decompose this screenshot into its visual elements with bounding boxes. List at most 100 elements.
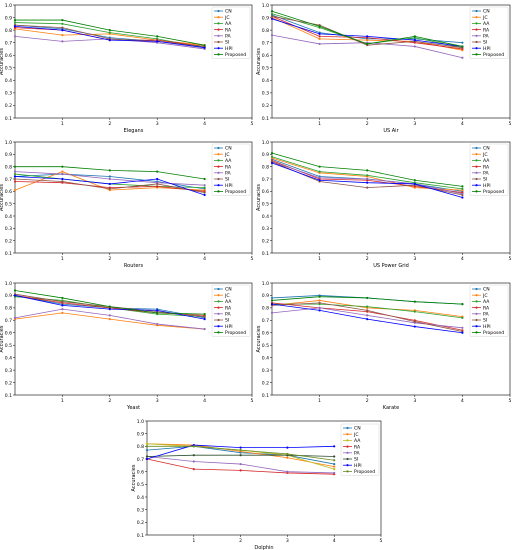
data-point-proposed	[156, 35, 159, 38]
y-tick-label: 0.2	[5, 103, 12, 109]
legend-marker	[475, 22, 478, 25]
x-tick-label: 3	[156, 121, 159, 127]
series-aa	[13, 21, 206, 49]
data-point-ra	[192, 468, 195, 471]
series-si	[145, 454, 336, 458]
legend-entry: Proposed	[483, 330, 504, 336]
data-point-pa	[318, 306, 321, 309]
y-tick-label: 0.7	[137, 457, 144, 463]
y-tick-label: 0.2	[262, 103, 269, 109]
series-hpi	[145, 443, 336, 461]
plot-frame	[271, 282, 511, 396]
legend-marker	[346, 457, 349, 461]
legend-entry: SI	[483, 318, 487, 324]
legend-marker	[217, 159, 220, 162]
x-tick-label: 2	[108, 398, 111, 404]
data-point-hpi	[61, 177, 64, 181]
chart-panel-6: 0.1 0.2 0.3 0.4 0.5 0.6 0.7 0.8 0.9 1.0 1 2 3 4 5 Karat…	[256, 281, 512, 411]
y-axis-label: Accuracies	[256, 325, 262, 352]
data-point-hpi	[318, 32, 321, 35]
legend-entry: AA	[483, 299, 490, 305]
data-point-hpi	[239, 446, 242, 449]
data-point-jc	[13, 189, 17, 192]
data-point-pa	[239, 462, 242, 466]
y-tick-label: 0.4	[262, 355, 269, 361]
legend-entry: JC	[482, 152, 488, 158]
legend-entry: HPI	[225, 183, 233, 189]
y-tick-label: 0.4	[5, 78, 12, 84]
legend-entry: RA	[483, 164, 490, 170]
legend-entry: JC	[353, 432, 359, 438]
data-point-si	[13, 177, 17, 181]
legend-marker	[475, 287, 478, 291]
legend-marker	[217, 22, 220, 25]
data-point-hpi	[13, 294, 17, 297]
data-point-pa	[13, 35, 17, 38]
legend-marker	[217, 318, 220, 322]
x-tick-label: 1	[61, 121, 64, 127]
y-tick-label: 0.1	[262, 251, 269, 257]
legend-entry: RA	[225, 164, 232, 170]
x-tick-label: 4	[461, 398, 464, 404]
legend-marker	[217, 146, 220, 150]
data-point-proposed	[13, 289, 17, 292]
y-tick-label: 1.0	[262, 281, 269, 287]
data-point-cn	[145, 449, 149, 452]
legend-marker	[217, 171, 220, 174]
y-tick-label: 0.2	[262, 238, 269, 244]
legend-marker	[475, 171, 478, 174]
x-tick-label: 2	[366, 398, 369, 404]
legend-marker	[217, 165, 220, 168]
x-axis-label: Karate	[383, 405, 399, 411]
y-tick-label: 0.5	[5, 66, 12, 72]
data-point-hpi	[318, 179, 321, 182]
data-point-jc	[333, 465, 336, 468]
x-tick-label: 2	[108, 256, 111, 262]
data-point-proposed	[366, 42, 369, 46]
data-point-aa	[13, 21, 17, 24]
data-point-proposed	[145, 445, 149, 448]
data-point-hpi	[13, 175, 17, 178]
legend-box	[211, 6, 251, 59]
series-proposed	[270, 10, 464, 48]
data-point-hpi	[366, 35, 369, 38]
legend-entry: SI	[225, 177, 229, 183]
legend-marker	[475, 165, 478, 168]
x-axis-label: Yeast	[126, 405, 140, 411]
legend-marker	[475, 47, 478, 50]
y-axis-label: Accuracies	[256, 184, 262, 211]
plot-frame	[14, 282, 253, 396]
chart-panel-5: 0.1 0.2 0.3 0.4 0.5 0.6 0.7 0.8 0.9 1.0 1 2 3 4 5 Yeast…	[0, 281, 254, 411]
data-point-proposed	[318, 165, 321, 168]
y-tick-label: 0.5	[262, 343, 269, 349]
y-tick-label: 0.7	[5, 40, 12, 46]
legend-marker	[217, 294, 220, 297]
legend-entry: PA	[225, 312, 231, 318]
data-point-ra	[318, 35, 321, 38]
legend-entry: RA	[225, 27, 232, 33]
legend-marker	[475, 325, 478, 328]
legend-entry: JC	[224, 293, 230, 299]
chart-panel-1: 0.1 0.2 0.3 0.4 0.5 0.6 0.7 0.8 0.9 1.0 1 2 3 4 5 Elega…	[0, 3, 254, 134]
legend-entry: RA	[225, 305, 232, 311]
data-point-proposed	[318, 295, 321, 298]
y-tick-label: 0.8	[262, 164, 269, 170]
data-point-jc	[108, 317, 111, 321]
data-point-proposed	[461, 185, 464, 188]
data-point-pa	[333, 471, 336, 475]
x-tick-label: 4	[203, 256, 206, 262]
data-point-hpi	[461, 331, 464, 334]
series-pa	[270, 34, 464, 59]
data-point-pa	[13, 316, 17, 319]
data-point-proposed	[61, 18, 64, 22]
y-tick-label: 0.5	[262, 201, 269, 207]
legend-marker	[217, 331, 220, 334]
y-tick-label: 0.3	[262, 368, 269, 374]
legend-marker	[475, 331, 478, 334]
y-tick-label: 0.6	[137, 469, 144, 475]
legend-entry: PA	[354, 451, 360, 457]
data-point-pa	[108, 314, 111, 317]
data-point-aa	[13, 172, 17, 176]
chart-panel-7: 0.1 0.2 0.3 0.4 0.5 0.6 0.7 0.8 0.9 1.0 1 2 3 4 5 Dolph…	[131, 419, 383, 550]
